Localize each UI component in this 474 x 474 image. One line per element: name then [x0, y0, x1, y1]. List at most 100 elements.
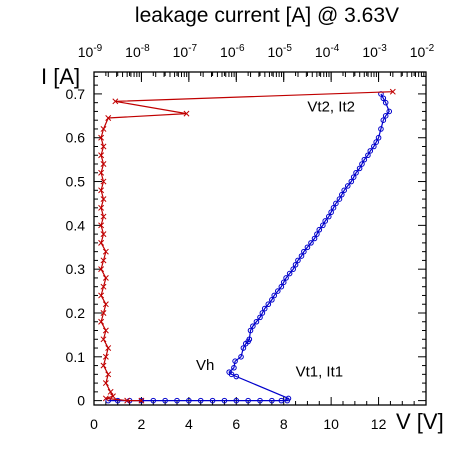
x-tick-label: 12 [371, 416, 387, 432]
vi-point [382, 113, 389, 119]
vi-point [350, 174, 357, 180]
leakage-point [112, 98, 119, 105]
vi-point [295, 257, 301, 264]
vi-point [304, 244, 311, 251]
vi-point [330, 205, 337, 211]
vi-point [290, 266, 297, 272]
vi-point [382, 99, 389, 106]
vi-point [286, 270, 293, 277]
leakage-point [98, 204, 105, 211]
vi-point [280, 279, 287, 286]
leakage-point [102, 301, 109, 308]
vi-point [320, 222, 326, 229]
leakage-point [98, 134, 105, 141]
leakage-point [124, 397, 131, 404]
leakage-point [102, 353, 109, 360]
vi-point [250, 323, 256, 329]
series-layer [98, 88, 396, 404]
x2-tick-exponent: -6 [236, 43, 245, 54]
x2-tick-base: 10 [173, 44, 189, 60]
y-tick-label: 0 [77, 393, 85, 409]
leakage-point [100, 213, 107, 220]
x2-tick-label: 10-7 [173, 43, 198, 60]
annotation-label: Vt1, It1 [296, 364, 344, 381]
x2-tick-exponent: -5 [283, 43, 292, 54]
vi-point [232, 358, 238, 364]
vi-point [233, 397, 240, 404]
vi-point [336, 196, 343, 202]
vi-point [308, 240, 314, 246]
vi-point [344, 183, 351, 189]
vi-point [292, 261, 299, 268]
vi-point [378, 126, 384, 132]
vi-point [359, 161, 365, 167]
y-tick-label: 0.7 [66, 86, 86, 102]
x-axis-label: V [V] [396, 409, 444, 434]
vi-point [226, 369, 232, 375]
leakage-point [100, 196, 107, 203]
leakage-point [100, 283, 107, 290]
leakage-point [105, 371, 112, 378]
x2-tick-exponent: -9 [93, 43, 102, 54]
vi-point [361, 156, 368, 163]
x2-tick-label: 10-8 [125, 43, 150, 60]
vi-point [371, 143, 377, 150]
x2-tick-label: 10-3 [362, 43, 387, 60]
vi-point [386, 108, 393, 115]
vi-point [373, 139, 380, 145]
x2-tick-base: 10 [362, 44, 378, 60]
y-axis-label: I [A] [41, 64, 80, 89]
x2-tick-exponent: -4 [330, 43, 339, 54]
vi-point [278, 397, 285, 404]
leakage-point [98, 152, 105, 159]
leakage-point [105, 115, 112, 121]
vi-point [231, 364, 237, 371]
vi-point [298, 253, 305, 259]
vi-point [114, 397, 121, 404]
y-tick-label: 0.6 [66, 130, 86, 146]
vi-point [257, 397, 263, 404]
vi-point [238, 354, 244, 360]
plot-frame [93, 71, 427, 406]
vi-point [322, 218, 329, 224]
vi-point [150, 397, 157, 404]
vi-point [311, 235, 318, 242]
leakage-point [100, 310, 107, 316]
vi-point [341, 187, 347, 194]
annotation-label: Vt2, It2 [307, 98, 355, 115]
leakage-point [138, 397, 145, 404]
vi-point [186, 397, 192, 404]
vi-point [265, 301, 272, 308]
x-tick-label: 0 [90, 416, 98, 432]
vi-point [246, 336, 253, 343]
leakage-point [100, 126, 107, 132]
x2-tick-exponent: -2 [425, 43, 434, 54]
x-tick-label: 10 [323, 416, 339, 432]
vi-point [240, 345, 247, 351]
x2-tick-base: 10 [78, 44, 94, 60]
leakage-point [98, 222, 105, 229]
y-tick-label: 0.3 [66, 261, 86, 277]
leakage-point [102, 327, 109, 334]
top-axis-ticks [93, 72, 427, 82]
vi-point [278, 283, 285, 290]
vi-point [314, 231, 320, 237]
vi-point [245, 397, 251, 404]
x2-tick-base: 10 [125, 44, 141, 60]
left-axis-ticks: 0 0.1 0.2 0.3 0.4 0.5 0.6 0.7 [66, 75, 426, 409]
leakage-point [100, 231, 107, 238]
annotations: Vt2, It2 Vh Vt1, It1 [196, 98, 355, 380]
vi-point [380, 117, 387, 123]
leakage-point [98, 292, 105, 299]
x-tick-label: 2 [138, 416, 146, 432]
x2-tick-label: 10-2 [410, 43, 435, 60]
vi-point [269, 297, 275, 303]
vi-point [274, 288, 281, 294]
y-tick-label: 0.4 [66, 217, 86, 233]
vi-point [259, 310, 266, 316]
vi-point [367, 148, 374, 154]
vi-point [162, 397, 168, 404]
leakage-point [100, 336, 107, 343]
bottom-axis-ticks: 0 2 4 6 8 10 12 [90, 72, 427, 432]
annotation-label: Vh [196, 357, 214, 374]
